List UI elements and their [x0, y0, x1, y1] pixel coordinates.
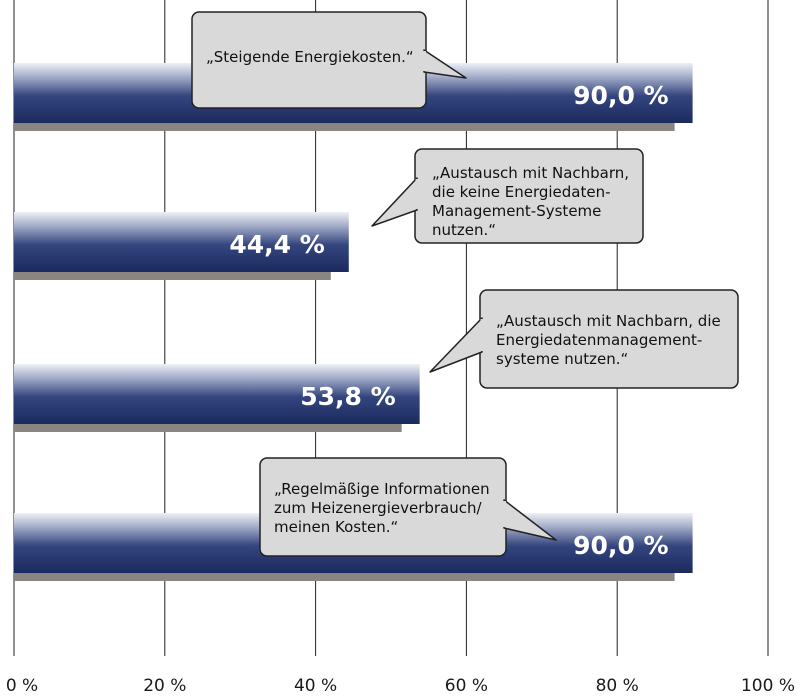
category-label-line: „Steigende Energiekosten.“: [206, 48, 414, 66]
category-label-line: systeme nutzen.“: [496, 350, 628, 368]
category-label-line: „Austausch mit Nachbarn, die: [496, 312, 721, 330]
value-labels: 90,0 % 44,4 % 53,8 % 90,0 %: [229, 81, 668, 560]
category-label-line: meinen Kosten.“: [274, 518, 398, 536]
bar-shadow: [14, 573, 675, 581]
category-label: „Austausch mit Nachbarn, die Energiedaten…: [496, 312, 721, 368]
category-callouts: „Steigende Energiekosten.“ „Austausch mit…: [191, 11, 739, 557]
category-callout: „Austausch mit Nachbarn, die Energiedaten…: [429, 289, 739, 389]
bar-shadow: [14, 424, 402, 432]
callout-seam: [415, 179, 419, 209]
bar-value-label: 44,4 %: [229, 230, 324, 259]
x-tick-label: 40 %: [294, 676, 337, 696]
category-callout: „Austausch mit Nachbarn, die keine Energi…: [371, 148, 644, 244]
category-label: „Austausch mit Nachbarn, die keine Energi…: [432, 164, 629, 239]
category-callout: „Regelmäßige Informationen zum Heizenergi…: [259, 457, 557, 557]
category-label-line: Management-Systeme: [432, 202, 601, 220]
category-label-line: nutzen.“: [432, 221, 496, 239]
bar: [14, 364, 420, 424]
category-label-line: „Austausch mit Nachbarn,: [432, 164, 629, 182]
category-label: „Regelmäßige Informationen zum Heizenergi…: [274, 480, 490, 536]
bar: [14, 212, 349, 272]
category-label: „Steigende Energiekosten.“: [206, 48, 414, 66]
bar-shadows: [14, 123, 675, 581]
category-label-line: die keine Energiedaten-: [432, 183, 611, 201]
bar-value-label: 90,0 %: [573, 531, 668, 560]
bar-shadow: [14, 272, 331, 280]
category-callout: „Steigende Energiekosten.“: [191, 11, 467, 109]
x-tick-label: 80 %: [596, 676, 639, 696]
category-label-line: „Regelmäßige Informationen: [274, 480, 490, 498]
callout-seam: [423, 51, 426, 71]
x-tick-label: 60 %: [445, 676, 488, 696]
category-label-line: Energiedatenmanagement-: [496, 331, 702, 349]
callout-tail: [371, 177, 418, 227]
x-tick-label: 100 %: [741, 676, 795, 696]
x-tick-label: 0 %: [6, 676, 38, 696]
x-axis-tick-labels: 0 % 20 % 40 % 60 % 80 % 100 %: [6, 676, 795, 696]
bar-shadow: [14, 123, 675, 131]
callout-seam: [480, 319, 484, 351]
callout-tail: [429, 317, 483, 373]
callout-seam: [503, 501, 506, 527]
bar-value-label: 90,0 %: [573, 81, 668, 110]
x-tick-label: 20 %: [143, 676, 186, 696]
category-label-line: zum Heizenergieverbrauch/: [274, 499, 483, 517]
bar-value-label: 53,8 %: [300, 382, 395, 411]
